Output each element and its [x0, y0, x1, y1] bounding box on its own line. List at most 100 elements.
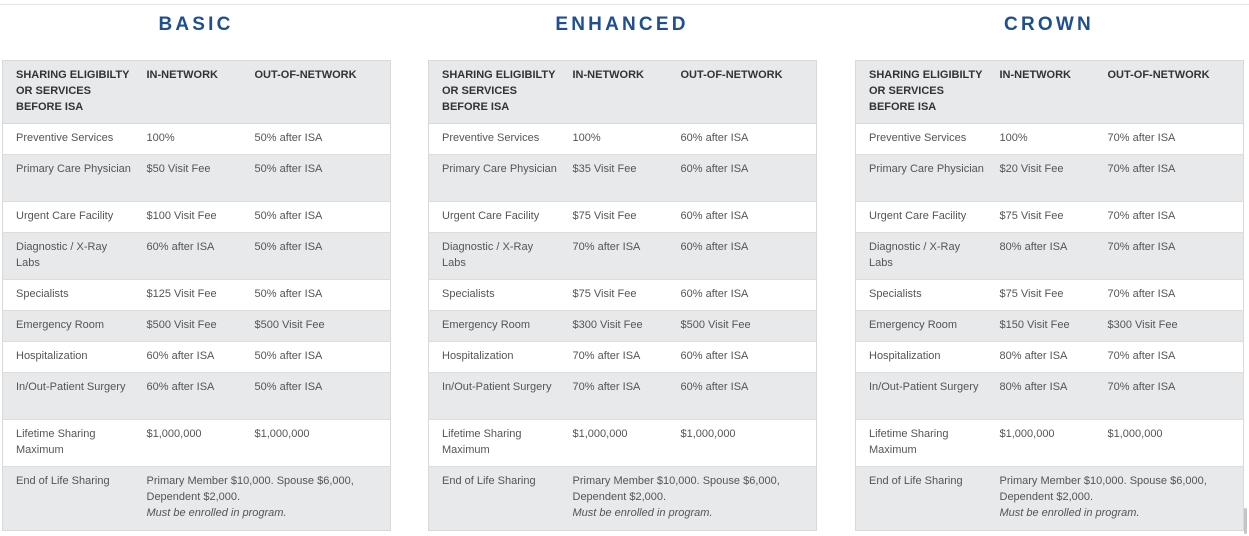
out-network-cell: 50% after ISA: [245, 372, 391, 420]
in-network-cell: 60% after ISA: [137, 372, 246, 420]
header-in-network: IN-NETWORK: [990, 60, 1099, 124]
table-row: In/Out-Patient Surgery 60% after ISA 50% a…: [2, 372, 391, 420]
in-network-cell: $35 Visit Fee: [563, 154, 672, 202]
out-network-cell: 60% after ISA: [671, 123, 817, 155]
service-cell: Urgent Care Facility: [855, 201, 991, 233]
in-network-cell: $20 Visit Fee: [990, 154, 1099, 202]
table-header-row: SHARING ELIGIBILTY OR SERVICES BEFORE IS…: [2, 60, 391, 124]
plan-basic: BASIC SHARING ELIGIBILTY OR SERVICES BEF…: [2, 0, 391, 531]
table-row: Lifetime Sharing Maximum $1,000,000 $1,000…: [2, 419, 391, 467]
plan-table: SHARING ELIGIBILTY OR SERVICES BEFORE IS…: [2, 60, 391, 531]
end-of-life-text: Primary Member $10,000. Spouse $6,000, D…: [572, 475, 780, 503]
out-network-cell: 70% after ISA: [1098, 232, 1244, 280]
table-row: Diagnostic / X-Ray Labs 60% after ISA 50% …: [2, 232, 391, 280]
end-of-life-note: Must be enrolled in program.: [999, 507, 1140, 519]
plan-table: SHARING ELIGIBILTY OR SERVICES BEFORE IS…: [855, 60, 1244, 531]
in-network-cell: $50 Visit Fee: [137, 154, 246, 202]
out-network-cell: 60% after ISA: [671, 372, 817, 420]
service-cell: Hospitalization: [855, 341, 991, 373]
in-network-cell: 100%: [990, 123, 1099, 155]
service-cell: Lifetime Sharing Maximum: [855, 419, 991, 467]
table-row: Urgent Care Facility $75 Visit Fee 70% aft…: [855, 201, 1244, 233]
table-row: Diagnostic / X-Ray Labs 70% after ISA 60% …: [428, 232, 817, 280]
in-network-cell: $75 Visit Fee: [990, 201, 1099, 233]
out-network-cell: 60% after ISA: [671, 154, 817, 202]
out-network-cell: 70% after ISA: [1098, 154, 1244, 202]
plan-enhanced: ENHANCED SHARING ELIGIBILTY OR SERVICES …: [428, 0, 817, 531]
service-cell: Specialists: [428, 279, 564, 311]
service-cell: Diagnostic / X-Ray Labs: [2, 232, 138, 280]
table-row: In/Out-Patient Surgery 70% after ISA 60% a…: [428, 372, 817, 420]
top-divider: [0, 4, 1249, 5]
table-header-row: SHARING ELIGIBILTY OR SERVICES BEFORE IS…: [428, 60, 817, 124]
plan-crown: CROWN SHARING ELIGIBILTY OR SERVICES BEF…: [855, 0, 1244, 531]
table-row: Lifetime Sharing Maximum $1,000,000 $1,000…: [428, 419, 817, 467]
header-eligibility: SHARING ELIGIBILTY OR SERVICES BEFORE IS…: [428, 60, 564, 124]
service-cell: In/Out-Patient Surgery: [855, 372, 991, 420]
out-network-cell: 50% after ISA: [245, 341, 391, 373]
out-network-cell: 50% after ISA: [245, 154, 391, 202]
table-row: End of Life Sharing Primary Member $10,0…: [855, 466, 1244, 531]
plan-title: ENHANCED: [555, 14, 689, 35]
out-network-cell: 50% after ISA: [245, 232, 391, 280]
table-row: Preventive Services 100% 70% after ISA: [855, 123, 1244, 155]
table-row: Urgent Care Facility $100 Visit Fee 50% af…: [2, 201, 391, 233]
table-row: Specialists $125 Visit Fee 50% after ISA: [2, 279, 391, 311]
service-cell: Preventive Services: [428, 123, 564, 155]
table-row: Specialists $75 Visit Fee 70% after ISA: [855, 279, 1244, 311]
in-network-cell: 100%: [137, 123, 246, 155]
header-eligibility: SHARING ELIGIBILTY OR SERVICES BEFORE IS…: [855, 60, 991, 124]
table-row: End of Life Sharing Primary Member $10,0…: [428, 466, 817, 531]
service-cell: Urgent Care Facility: [2, 201, 138, 233]
service-cell: Emergency Room: [2, 310, 138, 342]
in-network-cell: 80% after ISA: [990, 232, 1099, 280]
plan-title: BASIC: [158, 14, 234, 35]
plan-title: CROWN: [1004, 14, 1094, 35]
service-cell: Diagnostic / X-Ray Labs: [855, 232, 991, 280]
out-network-cell: 70% after ISA: [1098, 201, 1244, 233]
table-row: Diagnostic / X-Ray Labs 80% after ISA 70% …: [855, 232, 1244, 280]
header-in-network: IN-NETWORK: [563, 60, 672, 124]
header-out-network: OUT-OF-NETWORK: [1098, 60, 1244, 124]
out-network-cell: 50% after ISA: [245, 201, 391, 233]
table-row: End of Life Sharing Primary Member $10,0…: [2, 466, 391, 531]
service-cell: Emergency Room: [428, 310, 564, 342]
service-cell: Primary Care Physician: [2, 154, 138, 202]
table-row: Urgent Care Facility $75 Visit Fee 60% aft…: [428, 201, 817, 233]
service-cell: Diagnostic / X-Ray Labs: [428, 232, 564, 280]
table-row: Hospitalization 60% after ISA 50% after IS…: [2, 341, 391, 373]
out-network-cell: $300 Visit Fee: [1098, 310, 1244, 342]
in-network-cell: 100%: [563, 123, 672, 155]
in-network-cell: 60% after ISA: [137, 232, 246, 280]
table-row: Emergency Room $300 Visit Fee $500 Visit F…: [428, 310, 817, 342]
in-network-cell: $100 Visit Fee: [137, 201, 246, 233]
service-cell: Lifetime Sharing Maximum: [428, 419, 564, 467]
in-network-cell: $75 Visit Fee: [563, 201, 672, 233]
out-network-cell: 70% after ISA: [1098, 279, 1244, 311]
service-cell: Primary Care Physician: [855, 154, 991, 202]
service-cell: Preventive Services: [2, 123, 138, 155]
in-network-cell: 80% after ISA: [990, 372, 1099, 420]
service-cell: Emergency Room: [855, 310, 991, 342]
out-network-cell: 50% after ISA: [245, 123, 391, 155]
out-network-cell: 70% after ISA: [1098, 372, 1244, 420]
out-network-cell: 60% after ISA: [671, 279, 817, 311]
scrollbar-thumb[interactable]: [1244, 508, 1247, 534]
in-network-cell: 70% after ISA: [563, 232, 672, 280]
in-network-cell: $1,000,000: [137, 419, 246, 467]
in-network-cell: $1,000,000: [563, 419, 672, 467]
end-of-life-cell: Primary Member $10,000. Spouse $6,000, D…: [990, 466, 1244, 531]
service-cell: In/Out-Patient Surgery: [2, 372, 138, 420]
table-row: Emergency Room $150 Visit Fee $300 Visit F…: [855, 310, 1244, 342]
header-out-network: OUT-OF-NETWORK: [671, 60, 817, 124]
out-network-cell: 60% after ISA: [671, 341, 817, 373]
in-network-cell: $150 Visit Fee: [990, 310, 1099, 342]
header-out-network: OUT-OF-NETWORK: [245, 60, 391, 124]
in-network-cell: $75 Visit Fee: [563, 279, 672, 311]
service-cell: Preventive Services: [855, 123, 991, 155]
in-network-cell: $125 Visit Fee: [137, 279, 246, 311]
in-network-cell: $300 Visit Fee: [563, 310, 672, 342]
end-of-life-cell: Primary Member $10,000. Spouse $6,000, D…: [563, 466, 817, 531]
service-cell: In/Out-Patient Surgery: [428, 372, 564, 420]
out-network-cell: 60% after ISA: [671, 201, 817, 233]
